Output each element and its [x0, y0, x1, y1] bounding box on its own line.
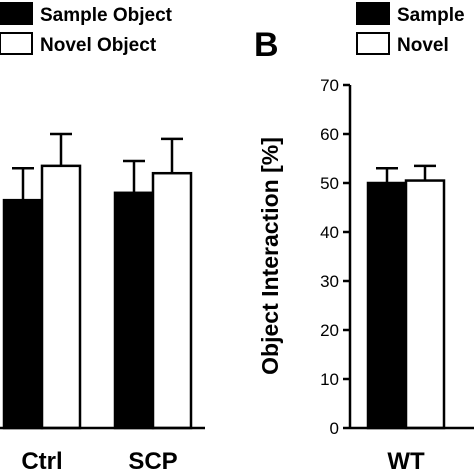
- legend-label-novel-right: Novel: [397, 35, 449, 56]
- right-bar-wt-0: [366, 181, 408, 430]
- y-tick-label: 30: [320, 272, 339, 291]
- legend-swatch-novel-right: [356, 32, 390, 55]
- left-plot-area: Ctrl SCP: [2, 132, 193, 474]
- y-tick-label: 60: [320, 125, 339, 144]
- legend-swatch-sample-right: [356, 2, 390, 25]
- y-axis-title: Object Interaction [%]: [257, 137, 283, 375]
- left-panel: Sample Object Novel Object Ctrl SCP: [0, 2, 205, 474]
- y-tick-label: 0: [330, 419, 339, 438]
- legend-label-sample-right: Sample: [397, 5, 465, 26]
- right-y-axis: 0 10 20 30 40 50 60 70: [320, 76, 352, 438]
- right-plot-area: WT: [366, 164, 446, 474]
- legend-swatch-novel: [0, 32, 33, 55]
- left-legend: Sample Object Novel Object: [0, 2, 173, 56]
- left-category-label: SCP: [128, 448, 177, 474]
- right-panel: Sample Novel Object Interaction [%] 0 10 2…: [257, 2, 474, 474]
- y-tick-label: 50: [320, 174, 339, 193]
- y-tick-label: 70: [320, 76, 339, 95]
- right-legend: Sample Novel: [356, 2, 465, 56]
- left-bar-ctrl-0: [2, 198, 44, 430]
- y-tick-label: 20: [320, 321, 339, 340]
- left-bar-scp-0: [113, 191, 155, 430]
- left-bar-ctrl-1: [40, 164, 82, 430]
- right-bar-wt-1: [404, 179, 446, 430]
- y-tick-label: 40: [320, 223, 339, 242]
- legend-label-sample: Sample Object: [40, 5, 173, 26]
- left-bar-scp-1: [151, 171, 193, 430]
- y-tick-label: 10: [320, 370, 339, 389]
- panel-label: B: [254, 26, 279, 64]
- legend-label-novel: Novel Object: [40, 35, 157, 56]
- left-category-label: Ctrl: [21, 448, 62, 474]
- legend-swatch-sample: [0, 2, 33, 25]
- right-category-label: WT: [387, 448, 425, 474]
